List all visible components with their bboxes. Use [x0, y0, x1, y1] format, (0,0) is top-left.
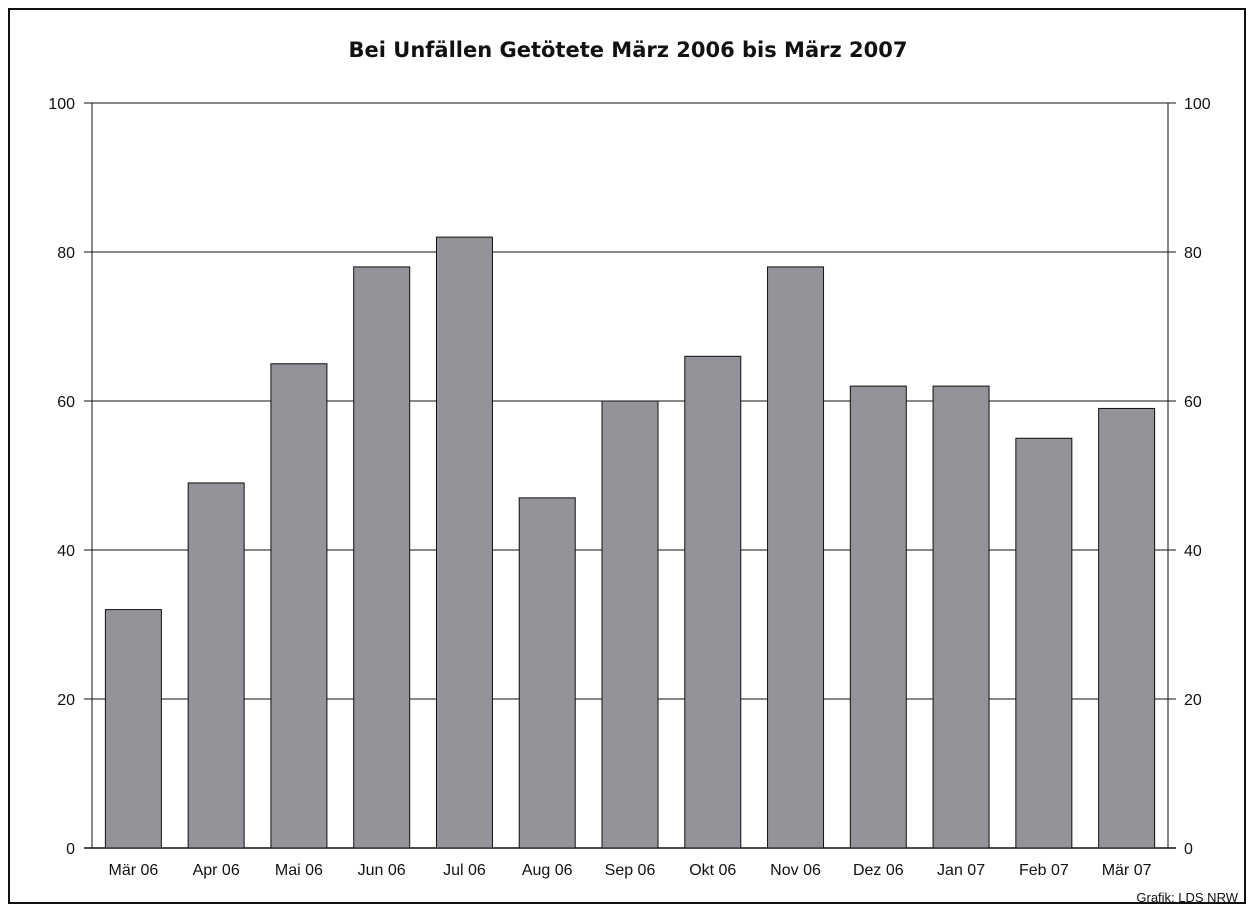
chart-title: Bei Unfällen Getötete März 2006 bis März…	[348, 38, 908, 62]
y-tick-label-left: 100	[48, 96, 75, 113]
x-tick-label: Jan 07	[937, 862, 985, 879]
x-tick-label: Okt 06	[689, 862, 736, 879]
y-tick-label-left: 40	[57, 543, 75, 560]
y-tick-label-left: 20	[57, 692, 75, 709]
bar	[435, 236, 493, 849]
bar	[1015, 437, 1073, 849]
bar	[353, 266, 411, 849]
x-tick-label: Jul 06	[443, 862, 486, 879]
y-tick-label-right: 100	[1184, 96, 1211, 113]
x-tick-label: Feb 07	[1019, 862, 1069, 879]
bar	[932, 385, 990, 849]
x-tick-label: Nov 06	[770, 862, 821, 879]
y-tick-label-right: 80	[1184, 245, 1202, 262]
bar	[518, 497, 576, 849]
x-tick-label: Mär 07	[1102, 862, 1152, 879]
x-tick-label: Dez 06	[853, 862, 904, 879]
y-tick-label-right: 60	[1184, 394, 1202, 411]
bar	[104, 609, 162, 849]
y-tick-label-left: 80	[57, 245, 75, 262]
bar	[601, 400, 659, 849]
x-tick-label: Aug 06	[522, 862, 573, 879]
y-tick-label-left: 60	[57, 394, 75, 411]
y-tick-label-left: 0	[66, 841, 75, 858]
bar	[849, 385, 907, 849]
bar	[684, 355, 742, 849]
y-tick-label-right: 20	[1184, 692, 1202, 709]
chart-credit: Grafik: LDS NRW	[1136, 890, 1238, 905]
y-tick-label-right: 40	[1184, 543, 1202, 560]
x-tick-label: Mär 06	[108, 862, 158, 879]
bar	[270, 363, 328, 849]
bar	[767, 266, 825, 849]
x-tick-label: Jun 06	[358, 862, 406, 879]
x-tick-label: Apr 06	[193, 862, 240, 879]
y-tick-label-right: 0	[1184, 841, 1193, 858]
bar	[187, 482, 245, 849]
x-tick-label: Mai 06	[275, 862, 323, 879]
x-tick-label: Sep 06	[605, 862, 656, 879]
bar	[1098, 407, 1156, 849]
